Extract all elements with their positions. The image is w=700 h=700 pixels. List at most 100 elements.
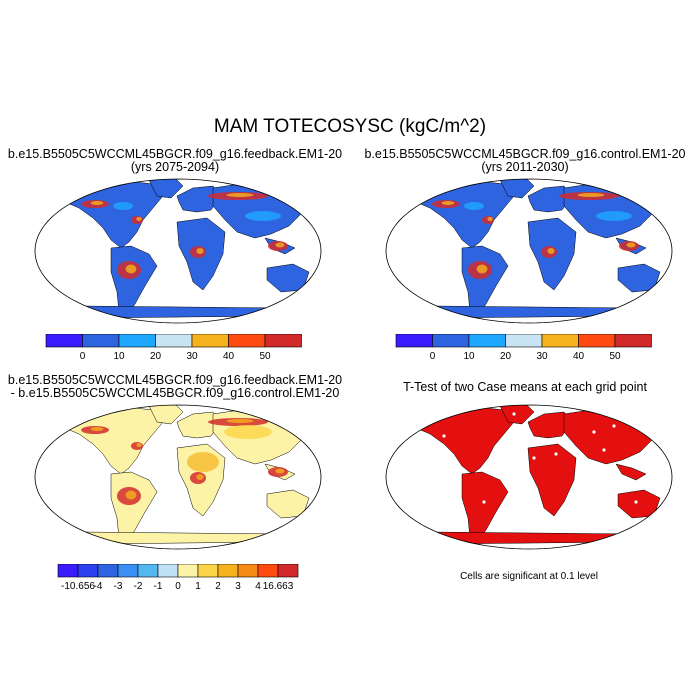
continent-south-america — [461, 471, 509, 545]
colorbar-tick-label: 40 — [223, 351, 235, 362]
mid-value-region — [441, 201, 455, 205]
colorbar-box — [191, 334, 229, 348]
mid-value-region — [547, 248, 555, 254]
colorbar-box — [118, 334, 156, 348]
panel-4-title-line1: T-Test of two Case means at each grid po… — [403, 380, 647, 394]
colorbar-box — [257, 564, 279, 578]
low-value-region — [245, 211, 281, 221]
colorbar-box — [578, 334, 616, 348]
mid-value-region — [136, 443, 142, 447]
colorbar-tick-label: 0 — [175, 581, 181, 592]
map-outline — [385, 404, 673, 550]
continent-europe — [176, 185, 222, 213]
colorbar-tick-label: 20 — [500, 351, 512, 362]
map-difference — [34, 404, 322, 550]
panel-3-title-line2: - b.e15.B5505C5WCCML45BGCR.f09_g16.contr… — [10, 386, 340, 400]
continent-europe — [527, 185, 573, 213]
mid-value-region — [226, 193, 254, 197]
colorbar-box — [228, 334, 266, 348]
colorbar-tick-label: -2 — [134, 581, 143, 592]
low-value-region — [113, 202, 133, 210]
moderate-change-region — [224, 425, 272, 439]
map-feedback — [34, 178, 322, 324]
colorbar-box — [97, 564, 119, 578]
colorbar-box — [277, 564, 299, 578]
continent-greenland — [499, 179, 535, 199]
colorbar-box — [45, 334, 83, 348]
mid-value-region — [226, 419, 254, 423]
panel-2-title-line1: b.e15.B5505C5WCCML45BGCR.f09_g16.control… — [364, 147, 686, 161]
panel-3-title: b.e15.B5505C5WCCML45BGCR.f09_g16.feedbac… — [0, 374, 350, 400]
colorbar-tick-label: 50 — [259, 351, 271, 362]
colorbar-tick-label: -10.656 — [61, 581, 95, 592]
colorbar-box — [217, 564, 239, 578]
colorbar-box — [432, 334, 470, 348]
land-layer — [60, 179, 318, 319]
nonsignificant-cell — [482, 500, 486, 504]
nonsignificant-cell — [532, 456, 536, 460]
panel-3-title-line1: b.e15.B5505C5WCCML45BGCR.f09_g16.feedbac… — [7, 373, 343, 387]
mid-value-region — [125, 490, 137, 500]
panel-4-title: T-Test of two Case means at each grid po… — [350, 381, 700, 394]
mid-value-region — [275, 242, 285, 248]
colorbar-feedback: 0 10 20 30 40 50 — [45, 334, 302, 362]
nonsignificant-cell — [612, 424, 616, 428]
map-outline — [34, 178, 322, 324]
nonsignificant-cell — [554, 452, 558, 456]
mid-value-region — [90, 427, 104, 431]
continent-europe — [176, 411, 222, 439]
panel-1-title-line1: b.e15.B5505C5WCCML45BGCR.f09_g16.feedbac… — [7, 147, 343, 161]
colorbar-tick-label: 0 — [430, 351, 436, 362]
continent-africa — [527, 443, 577, 517]
nonsignificant-cell — [602, 448, 606, 452]
colorbar-tick-label: 2 — [215, 581, 221, 592]
low-value-region — [464, 202, 484, 210]
continent-greenland — [148, 179, 184, 199]
colorbar-tick-label: 30 — [536, 351, 548, 362]
map-outline — [34, 404, 322, 550]
panel-2-title: b.e15.B5505C5WCCML45BGCR.f09_g16.control… — [350, 148, 700, 174]
panel-2-title-line2: (yrs 2011-2030) — [481, 160, 569, 174]
nonsignificant-cell — [634, 500, 638, 504]
moderate-change-region — [187, 452, 219, 472]
colorbar-control: 0 10 20 30 40 50 — [395, 334, 652, 362]
continent-antarctica — [80, 531, 282, 545]
colorbar-box — [155, 334, 193, 348]
colorbar-box — [137, 564, 159, 578]
map-ttest — [385, 404, 673, 550]
colorbar-tick-label: 30 — [186, 351, 198, 362]
colorbar-tick-label: 3 — [235, 581, 241, 592]
colorbar-box — [505, 334, 543, 348]
land-layer — [411, 179, 669, 319]
mid-value-region — [196, 248, 204, 254]
colorbar-tick-label: 0 — [80, 351, 86, 362]
colorbar-tick-label: -3 — [114, 581, 123, 592]
colorbar-tick-label: -4 — [94, 581, 103, 592]
colorbar-box — [468, 334, 506, 348]
mid-value-region — [626, 242, 636, 248]
colorbar-box — [395, 334, 433, 348]
continent-antarctica — [431, 305, 633, 319]
colorbar-tick-label: -1 — [154, 581, 163, 592]
continent-europe — [527, 411, 573, 439]
nonsignificant-cell — [622, 416, 626, 420]
colorbar-box — [237, 564, 259, 578]
colorbar-box — [57, 564, 79, 578]
continent-south-east-asia — [615, 463, 647, 481]
nonsignificant-cell — [512, 412, 516, 416]
nonsignificant-cell — [568, 440, 572, 444]
mid-value-region — [90, 201, 104, 205]
continent-greenland — [148, 405, 184, 425]
colorbar-difference: -10.656-4 -3 -2 -1 0 1 2 3 4 16.663 — [57, 564, 299, 592]
continent-antarctica — [80, 305, 282, 319]
colorbar-tick-label: 4 — [255, 581, 261, 592]
colorbar-box — [77, 564, 99, 578]
colorbar-box — [197, 564, 219, 578]
colorbar-box — [177, 564, 199, 578]
colorbar-tick-label: 50 — [609, 351, 621, 362]
mid-value-region — [125, 264, 137, 274]
colorbar-tick-label: 10 — [463, 351, 475, 362]
mid-value-region — [476, 264, 488, 274]
continent-antarctica — [431, 531, 633, 545]
mid-value-region — [196, 474, 204, 480]
